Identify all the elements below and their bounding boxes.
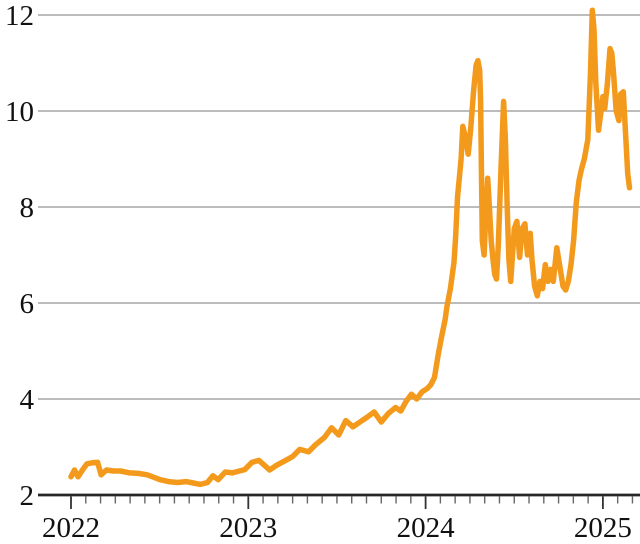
y-axis-tick-label: 6 [20,288,35,320]
x-axis-tick-label: 2023 [219,512,277,544]
y-axis-tick-label: 4 [20,384,35,416]
x-axis-tick-label: 2024 [397,512,456,544]
x-axis-ticks [70,496,634,509]
y-axis-tick-label: 10 [5,96,34,128]
gridlines [38,14,640,400]
x-axis-tick-label: 2025 [574,512,632,544]
y-axis-tick-label: 8 [20,192,35,224]
x-axis-tick-labels: 2022 2023 2024 2025 [42,512,632,544]
y-axis-tick-label: 12 [5,0,34,32]
price-line-series [68,7,633,488]
y-axis-tick-labels: 2 4 6 8 10 12 [5,0,35,512]
y-axis-tick-label: 2 [20,480,35,512]
x-axis-tick-label: 2022 [42,512,100,544]
